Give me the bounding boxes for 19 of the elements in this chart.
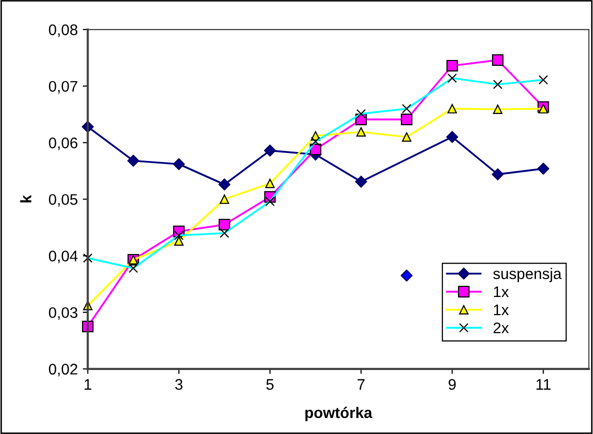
y-tick-label: 0,04 xyxy=(48,250,78,264)
y-tick-label: 0,06 xyxy=(48,138,78,150)
y-tick-label: 0,08 xyxy=(48,24,78,38)
y-tick-label: 0,03 xyxy=(48,307,78,320)
legend-label: 1x xyxy=(494,304,509,316)
y-tick-label: 0,07 xyxy=(48,80,78,94)
x-tick-label: 9 xyxy=(448,379,456,390)
legend-label: 2x xyxy=(494,322,509,334)
y-tick-label: 0,05 xyxy=(48,194,78,207)
y-axis-title: k xyxy=(20,194,32,202)
x-tick-label: 7 xyxy=(358,379,365,390)
legend-label: 1x xyxy=(494,286,509,298)
legend-label: suspensja xyxy=(493,268,562,282)
x-tick-label: 1 xyxy=(84,379,92,390)
x-axis-title: powtórka xyxy=(305,406,372,422)
x-tick-label: 3 xyxy=(175,379,182,390)
x-tick-label: 11 xyxy=(536,379,550,390)
x-tick-label: 5 xyxy=(266,379,274,390)
y-tick-label: 0,02 xyxy=(48,364,78,376)
